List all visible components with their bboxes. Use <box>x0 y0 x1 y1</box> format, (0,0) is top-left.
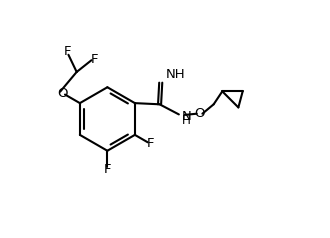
Text: NH: NH <box>166 69 185 81</box>
Text: N: N <box>182 109 191 123</box>
Text: O: O <box>194 107 205 120</box>
Text: F: F <box>147 137 154 150</box>
Text: O: O <box>57 87 68 100</box>
Text: F: F <box>104 163 111 176</box>
Text: H: H <box>182 114 190 127</box>
Text: F: F <box>63 45 71 59</box>
Text: F: F <box>90 53 98 65</box>
